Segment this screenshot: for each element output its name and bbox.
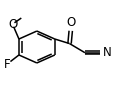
Text: F: F <box>4 58 10 71</box>
Text: O: O <box>66 16 75 28</box>
Text: N: N <box>103 46 111 59</box>
Text: O: O <box>8 18 18 31</box>
